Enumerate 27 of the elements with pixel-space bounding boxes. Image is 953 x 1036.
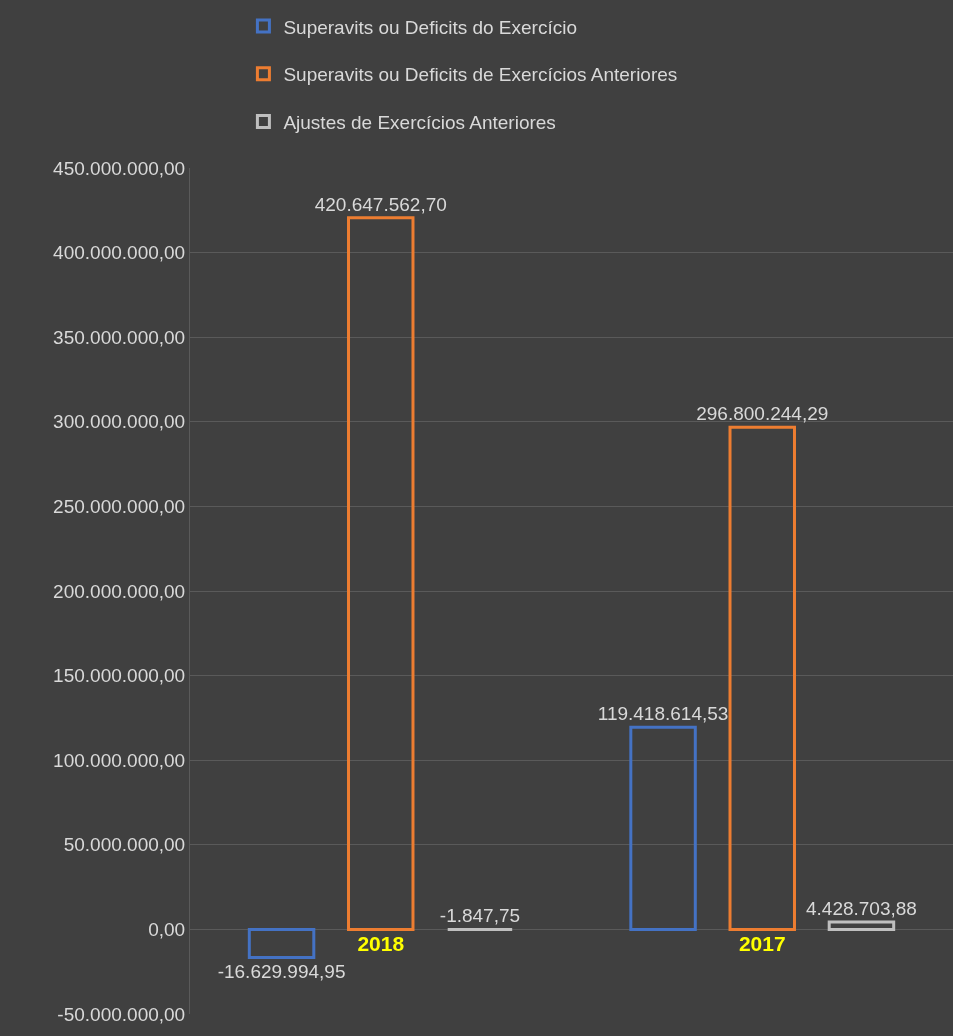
- y-tick-label: -50.000.000,00: [57, 1003, 186, 1025]
- bar: [247, 927, 316, 960]
- y-tick-label: 0,00: [148, 919, 186, 941]
- data-label: 119.418.614,53: [597, 703, 729, 725]
- bar: [728, 425, 796, 931]
- data-label: 296.800.244,29: [696, 403, 829, 425]
- bar: [629, 725, 697, 931]
- y-tick-label: 450.000.000,00: [53, 157, 186, 179]
- legend-label: Superavits ou Deficits de Exercícios Anteriores: [283, 64, 678, 86]
- legend-label: Ajustes de Exercícios Anteriores: [283, 111, 556, 133]
- y-tick-label: 150.000.000,00: [53, 665, 186, 687]
- data-label: -1.847,75: [439, 905, 521, 927]
- data-label: -16.629.994,95: [217, 960, 346, 982]
- y-tick-label: 250.000.000,00: [53, 496, 186, 518]
- y-tick-label: 50.000.000,00: [63, 834, 186, 856]
- y-tick-label: 350.000.000,00: [53, 326, 186, 348]
- legend-label: Superavits ou Deficits do Exercício: [283, 16, 577, 38]
- y-tick-label: 400.000.000,00: [53, 242, 186, 264]
- bar: [827, 920, 896, 931]
- y-tick-label: 300.000.000,00: [53, 411, 186, 433]
- y-tick-label: 100.000.000,00: [53, 749, 186, 771]
- data-label: 4.428.703,88: [805, 897, 917, 919]
- data-label: 420.647.562,70: [314, 193, 447, 215]
- bar: [347, 216, 415, 931]
- x-tick-label: 2018: [357, 932, 405, 956]
- x-tick-label: 2017: [738, 932, 786, 956]
- y-tick-label: 200.000.000,00: [53, 580, 186, 602]
